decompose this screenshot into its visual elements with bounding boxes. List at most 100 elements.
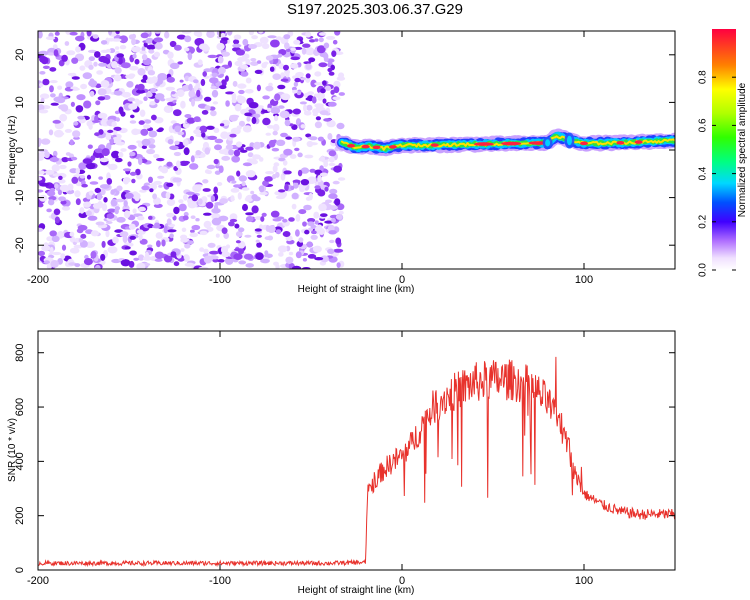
noise-blob (202, 71, 207, 77)
noise-blob (173, 109, 182, 117)
noise-blob (92, 202, 102, 209)
noise-blob (201, 132, 206, 138)
noise-blob (147, 70, 156, 76)
noise-blob (254, 69, 263, 74)
noise-blob (253, 141, 261, 150)
noise-blob (69, 31, 78, 36)
noise-blob (44, 169, 55, 175)
noise-blob (259, 191, 268, 196)
noise-blob (54, 216, 61, 224)
noise-blob (94, 115, 99, 123)
noise-blob (251, 205, 259, 214)
noise-blob (129, 250, 137, 256)
noise-blob (98, 176, 103, 180)
noise-blob (206, 125, 215, 130)
noise-blob (54, 183, 59, 189)
noise-blob (111, 60, 118, 69)
noise-blob (158, 127, 164, 132)
noise-blob (214, 138, 224, 144)
noise-blob (42, 78, 50, 86)
noise-blob (328, 205, 338, 211)
noise-blob (107, 129, 114, 133)
noise-blob (41, 244, 51, 252)
noise-blob (163, 105, 174, 113)
noise-blob (81, 183, 88, 188)
noise-blob (305, 133, 312, 138)
noise-blob (135, 168, 141, 176)
noise-blob (167, 51, 174, 59)
noise-blob (207, 135, 218, 140)
noise-blob (238, 120, 246, 127)
noise-blob (327, 101, 337, 107)
noise-blob (303, 104, 307, 112)
noise-blob (318, 203, 327, 212)
noise-blob (203, 220, 212, 229)
noise-blob (225, 91, 235, 95)
noise-blob (87, 144, 93, 149)
y-tick-label: 10 (14, 96, 26, 108)
noise-blob (144, 119, 152, 124)
noise-blob (214, 170, 221, 175)
noise-blob (300, 124, 306, 129)
noise-blob (292, 136, 301, 142)
noise-blob (120, 259, 131, 267)
noise-blob (114, 46, 120, 50)
noise-blob (165, 191, 171, 199)
noise-blob (228, 221, 235, 227)
noise-blob (318, 32, 327, 36)
noise-blob (338, 72, 345, 79)
noise-blob (114, 67, 122, 74)
noise-blob (238, 260, 247, 265)
noise-blob (313, 211, 320, 219)
noise-blob (320, 213, 328, 218)
noise-blob (136, 140, 142, 144)
noise-blob (147, 223, 154, 229)
noise-blob (141, 54, 148, 61)
noise-blob (96, 70, 103, 75)
noise-blob (230, 195, 235, 202)
noise-blob (50, 93, 56, 98)
noise-blob (133, 257, 140, 261)
noise-blob (55, 97, 66, 104)
noise-blob (189, 203, 198, 208)
noise-blob (258, 185, 265, 193)
noise-blob (317, 175, 322, 183)
noise-blob (182, 254, 190, 262)
noise-blob (65, 81, 74, 89)
noise-blob (334, 198, 341, 206)
noise-blob (40, 93, 50, 99)
noise-blob (331, 50, 337, 57)
noise-blob (105, 134, 112, 141)
noise-blob (92, 34, 99, 39)
noise-blob (114, 208, 119, 215)
noise-blob (116, 216, 126, 223)
noise-blob (38, 170, 46, 175)
noise-blob (139, 238, 148, 245)
noise-blob (282, 218, 288, 223)
noise-blob (141, 185, 150, 191)
noise-blob (127, 144, 137, 150)
noise-blob (184, 243, 191, 249)
noise-blob (244, 234, 252, 238)
noise-blob (206, 31, 215, 38)
snr-x-ticks: -200 -100 0 100 (27, 331, 593, 587)
noise-blob (319, 110, 329, 116)
noise-blob (129, 120, 137, 124)
noise-blob (166, 212, 175, 218)
noise-blob (57, 231, 65, 239)
noise-blob (145, 92, 153, 98)
colorbar-ticks: 0.0 0.2 0.4 0.6 0.8 (698, 70, 736, 277)
noise-blob (291, 192, 299, 200)
noise-blob (230, 188, 240, 193)
noise-blob (295, 214, 301, 222)
noise-blob (324, 186, 329, 192)
noise-blob (108, 31, 113, 36)
noise-blob (129, 171, 137, 176)
noise-blob (123, 200, 128, 207)
noise-blob (282, 231, 291, 237)
noise-blob (105, 48, 111, 53)
noise-blob (88, 64, 94, 70)
noise-blob (217, 66, 226, 74)
noise-blob (187, 52, 193, 61)
colorbar-tick-label: 0.8 (698, 70, 709, 84)
